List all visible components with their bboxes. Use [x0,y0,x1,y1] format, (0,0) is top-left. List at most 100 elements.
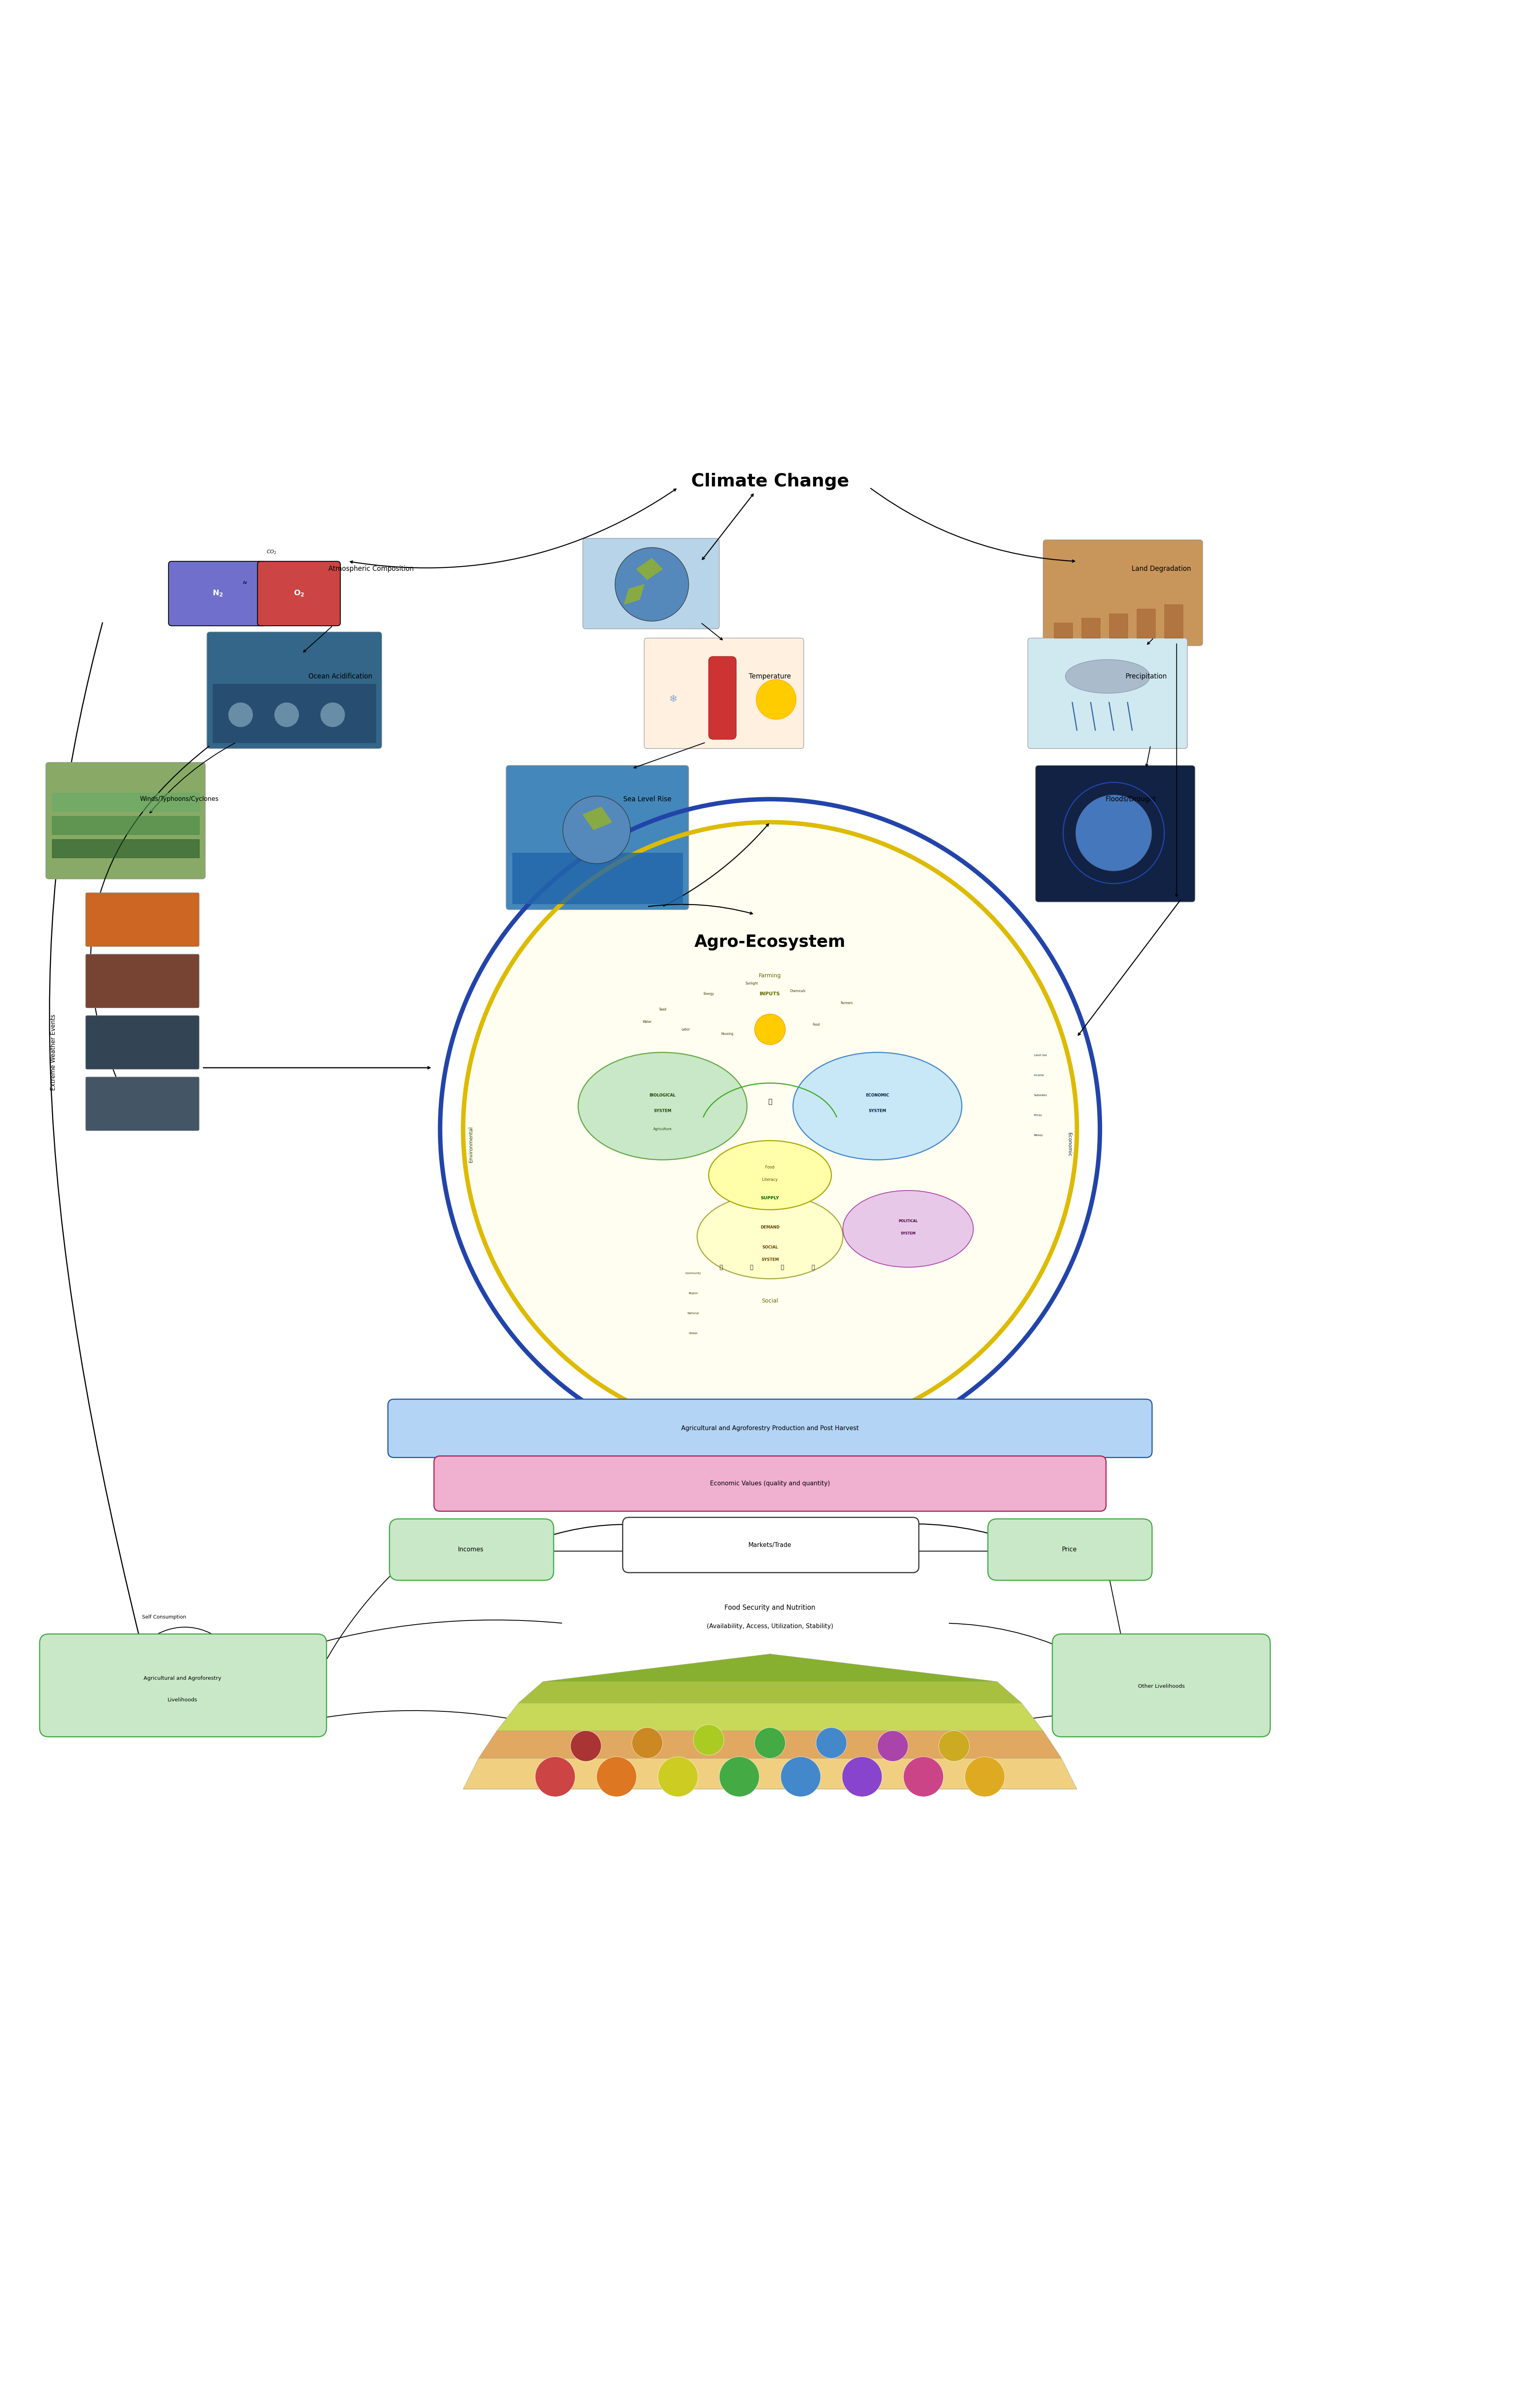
Text: Community: Community [685,1271,701,1274]
Circle shape [904,1757,944,1798]
Circle shape [755,1014,785,1045]
Text: (Availability, Access, Utilization, Stability): (Availability, Access, Utilization, Stab… [707,1624,833,1629]
Text: Money: Money [1033,1133,1043,1136]
Ellipse shape [698,1195,842,1279]
Circle shape [1075,795,1152,871]
Text: Region: Region [688,1293,698,1295]
Circle shape [562,795,630,864]
FancyBboxPatch shape [434,1455,1106,1512]
Circle shape [274,702,299,726]
FancyBboxPatch shape [388,1400,1152,1457]
Polygon shape [464,1757,1076,1788]
Circle shape [756,679,796,719]
Text: Floods/Drought: Floods/Drought [1106,795,1157,802]
Ellipse shape [578,1052,747,1160]
Circle shape [939,1731,970,1762]
Text: National: National [687,1312,699,1314]
Polygon shape [497,1702,1043,1731]
Text: Environmental: Environmental [468,1126,473,1162]
Text: DEMAND: DEMAND [761,1226,779,1229]
Text: Social: Social [762,1298,778,1305]
Polygon shape [582,807,611,831]
Text: $\mathbf{O_2}$: $\mathbf{O_2}$ [294,588,305,598]
Text: SYSTEM: SYSTEM [654,1110,671,1112]
Circle shape [320,702,345,726]
Ellipse shape [793,1052,962,1160]
Text: Agricultural and Agroforestry Production and Post Harvest: Agricultural and Agroforestry Production… [681,1426,859,1431]
Polygon shape [52,817,199,833]
Circle shape [842,1757,882,1798]
Text: Farming: Farming [759,974,781,979]
Polygon shape [636,557,662,579]
Text: BIOLOGICAL: BIOLOGICAL [650,1093,676,1098]
Circle shape [781,1757,821,1798]
Polygon shape [213,683,376,743]
Circle shape [467,826,1073,1433]
FancyBboxPatch shape [644,638,804,748]
Text: SYSTEM: SYSTEM [761,1257,779,1262]
Text: Water: Water [642,1019,651,1024]
FancyBboxPatch shape [507,764,688,910]
Text: 👤: 👤 [781,1264,784,1269]
Circle shape [631,1729,662,1757]
Circle shape [536,1757,574,1798]
FancyBboxPatch shape [1043,540,1203,645]
Text: Prices: Prices [1033,1114,1043,1117]
FancyBboxPatch shape [708,657,736,740]
Text: 👤: 👤 [750,1264,753,1269]
Text: Temperature: Temperature [748,674,792,681]
Text: Chemicals: Chemicals [790,988,805,993]
Text: 🐄: 🐄 [768,1098,772,1105]
Text: Housing: Housing [721,1033,733,1036]
Ellipse shape [842,1190,973,1267]
FancyBboxPatch shape [390,1519,554,1581]
Text: Sea Level Rise: Sea Level Rise [624,795,671,802]
Circle shape [878,1731,909,1762]
Text: SYSTEM: SYSTEM [901,1231,916,1236]
Text: Global: Global [688,1331,698,1333]
Polygon shape [52,838,199,857]
Text: Climate Change: Climate Change [691,474,849,490]
FancyBboxPatch shape [1035,764,1195,902]
Polygon shape [624,583,644,605]
Text: ECONOMIC: ECONOMIC [865,1093,889,1098]
Text: Sunlight: Sunlight [745,981,758,986]
Polygon shape [479,1731,1061,1757]
Polygon shape [1109,614,1127,638]
Text: Land Degradation: Land Degradation [1132,564,1190,571]
Text: SYSTEM: SYSTEM [869,1110,885,1112]
Polygon shape [519,1681,1021,1702]
Text: Atmospheric Composition: Atmospheric Composition [328,564,414,571]
Polygon shape [513,852,682,902]
Text: Self Consumption: Self Consumption [142,1614,186,1619]
FancyBboxPatch shape [46,762,205,879]
Circle shape [596,1757,636,1798]
Ellipse shape [1066,660,1150,693]
Text: 👤: 👤 [812,1264,815,1269]
FancyBboxPatch shape [987,1519,1152,1581]
Circle shape [755,1729,785,1757]
Text: $\mathbf{N_2}$: $\mathbf{N_2}$ [213,588,223,598]
Text: Ar: Ar [243,581,248,586]
Text: ❄: ❄ [668,695,678,705]
FancyBboxPatch shape [622,1517,919,1571]
Text: Farmers: Farmers [841,1002,853,1005]
Text: Economic Values (quality and quantity): Economic Values (quality and quantity) [710,1481,830,1486]
Polygon shape [52,793,199,812]
Text: Incomes: Incomes [457,1548,484,1552]
Text: Seed: Seed [659,1007,667,1012]
Circle shape [816,1729,847,1757]
Polygon shape [1053,624,1072,638]
Circle shape [693,1724,724,1755]
Text: Precipitation: Precipitation [1126,674,1167,681]
Text: $CO_2$: $CO_2$ [266,550,276,555]
FancyBboxPatch shape [582,538,719,629]
Circle shape [719,1757,759,1798]
Text: Food: Food [765,1164,775,1169]
Text: Price: Price [1061,1548,1076,1552]
Text: Anim-mat: Anim-mat [759,1036,775,1038]
Text: Land Use: Land Use [1033,1055,1047,1057]
Text: Agriculture: Agriculture [653,1126,671,1131]
FancyBboxPatch shape [206,631,382,748]
FancyBboxPatch shape [40,1633,326,1736]
